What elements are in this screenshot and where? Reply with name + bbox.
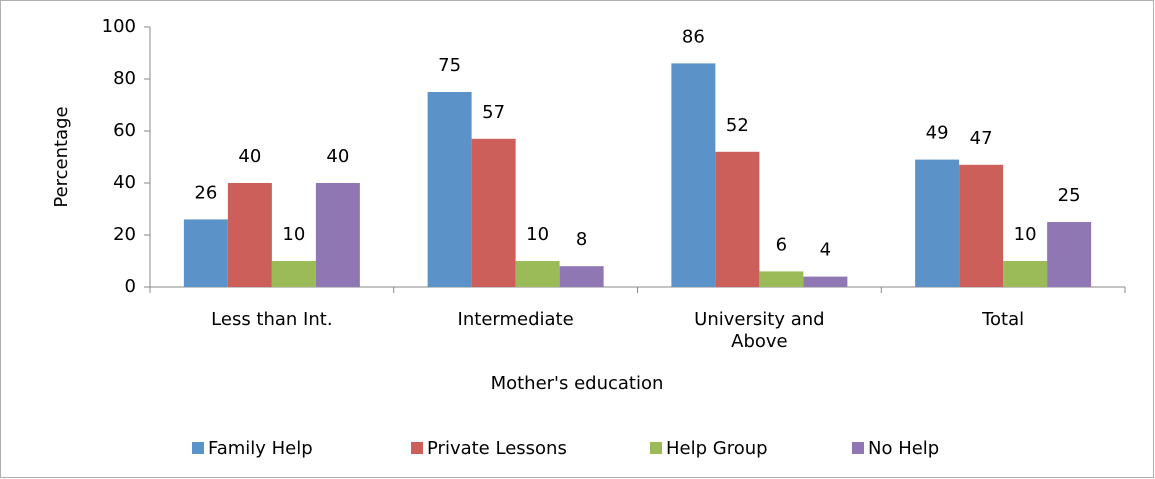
value-label: 49 bbox=[926, 123, 949, 144]
value-label: 40 bbox=[326, 146, 349, 167]
value-label: 10 bbox=[282, 224, 305, 245]
y-tick-label: 60 bbox=[113, 120, 136, 141]
x-tick-label: Total bbox=[982, 309, 1025, 330]
y-tick-label: 40 bbox=[113, 172, 136, 193]
value-label: 10 bbox=[1014, 224, 1037, 245]
bar bbox=[1047, 222, 1092, 287]
y-tick-label: 0 bbox=[125, 276, 136, 297]
y-tick-label: 20 bbox=[113, 224, 136, 245]
legend-label: No Help bbox=[868, 438, 939, 459]
legend-label: Help Group bbox=[666, 438, 768, 459]
bar bbox=[959, 164, 1004, 287]
bar bbox=[671, 63, 716, 288]
legend-swatch bbox=[411, 442, 423, 454]
bar bbox=[227, 183, 272, 287]
legend-label: Family Help bbox=[208, 438, 313, 459]
y-tick-label: 100 bbox=[102, 16, 136, 37]
value-label: 75 bbox=[438, 55, 461, 76]
value-label: 47 bbox=[970, 128, 993, 149]
y-tick-label: 80 bbox=[113, 68, 136, 89]
bar bbox=[715, 151, 760, 287]
value-label: 4 bbox=[820, 240, 831, 261]
legend-swatch bbox=[192, 442, 204, 454]
value-label: 6 bbox=[776, 234, 787, 255]
bar bbox=[803, 276, 848, 287]
x-axis-label: Mother's education bbox=[491, 373, 664, 394]
x-tick-label: Less than Int. bbox=[211, 309, 333, 330]
value-label: 40 bbox=[238, 146, 261, 167]
bar bbox=[515, 261, 560, 287]
bar bbox=[271, 261, 316, 287]
bar bbox=[471, 138, 516, 287]
bar bbox=[759, 271, 804, 287]
legend-swatch bbox=[852, 442, 864, 454]
value-label: 8 bbox=[576, 229, 587, 250]
value-label: 52 bbox=[726, 115, 749, 136]
value-label: 10 bbox=[526, 224, 549, 245]
value-label: 86 bbox=[682, 26, 705, 47]
value-label: 25 bbox=[1058, 185, 1081, 206]
bar bbox=[427, 92, 472, 287]
bar bbox=[183, 219, 228, 287]
bar bbox=[1003, 261, 1048, 287]
y-axis-label: Percentage bbox=[51, 106, 72, 207]
bar bbox=[315, 183, 360, 287]
legend-label: Private Lessons bbox=[427, 438, 567, 459]
legend-swatch bbox=[650, 442, 662, 454]
bar bbox=[915, 159, 960, 287]
value-label: 26 bbox=[194, 182, 217, 203]
x-tick-label: University and Above bbox=[694, 309, 825, 352]
value-label: 57 bbox=[482, 102, 505, 123]
bar bbox=[559, 266, 604, 287]
x-tick-label: Intermediate bbox=[457, 309, 574, 330]
